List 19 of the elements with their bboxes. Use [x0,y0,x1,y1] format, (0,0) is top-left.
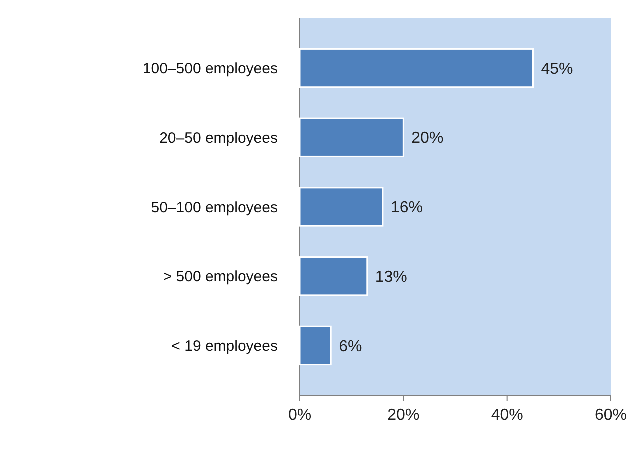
data-label: 45% [541,60,574,78]
x-tick-label: 40% [491,407,524,424]
data-label: 6% [339,338,362,356]
bar [299,326,332,366]
y-tick-label: < 19 employees [172,338,278,355]
bar [299,48,534,88]
data-label: 16% [390,200,423,217]
y-tick-label: 20–50 employees [160,130,278,147]
bar [299,256,368,296]
data-label: 20% [412,130,444,148]
y-tick-label: 50–100 employees [151,199,278,216]
x-tick-label: 20% [388,407,420,424]
bar [299,187,384,227]
y-tick-label: > 500 employees [163,268,278,286]
data-label: 13% [375,268,408,286]
x-tick-label: 60% [594,407,628,424]
y-tick-label: 100–500 employees [142,60,278,78]
bar [299,118,404,158]
x-tick-label: 0% [288,407,312,424]
